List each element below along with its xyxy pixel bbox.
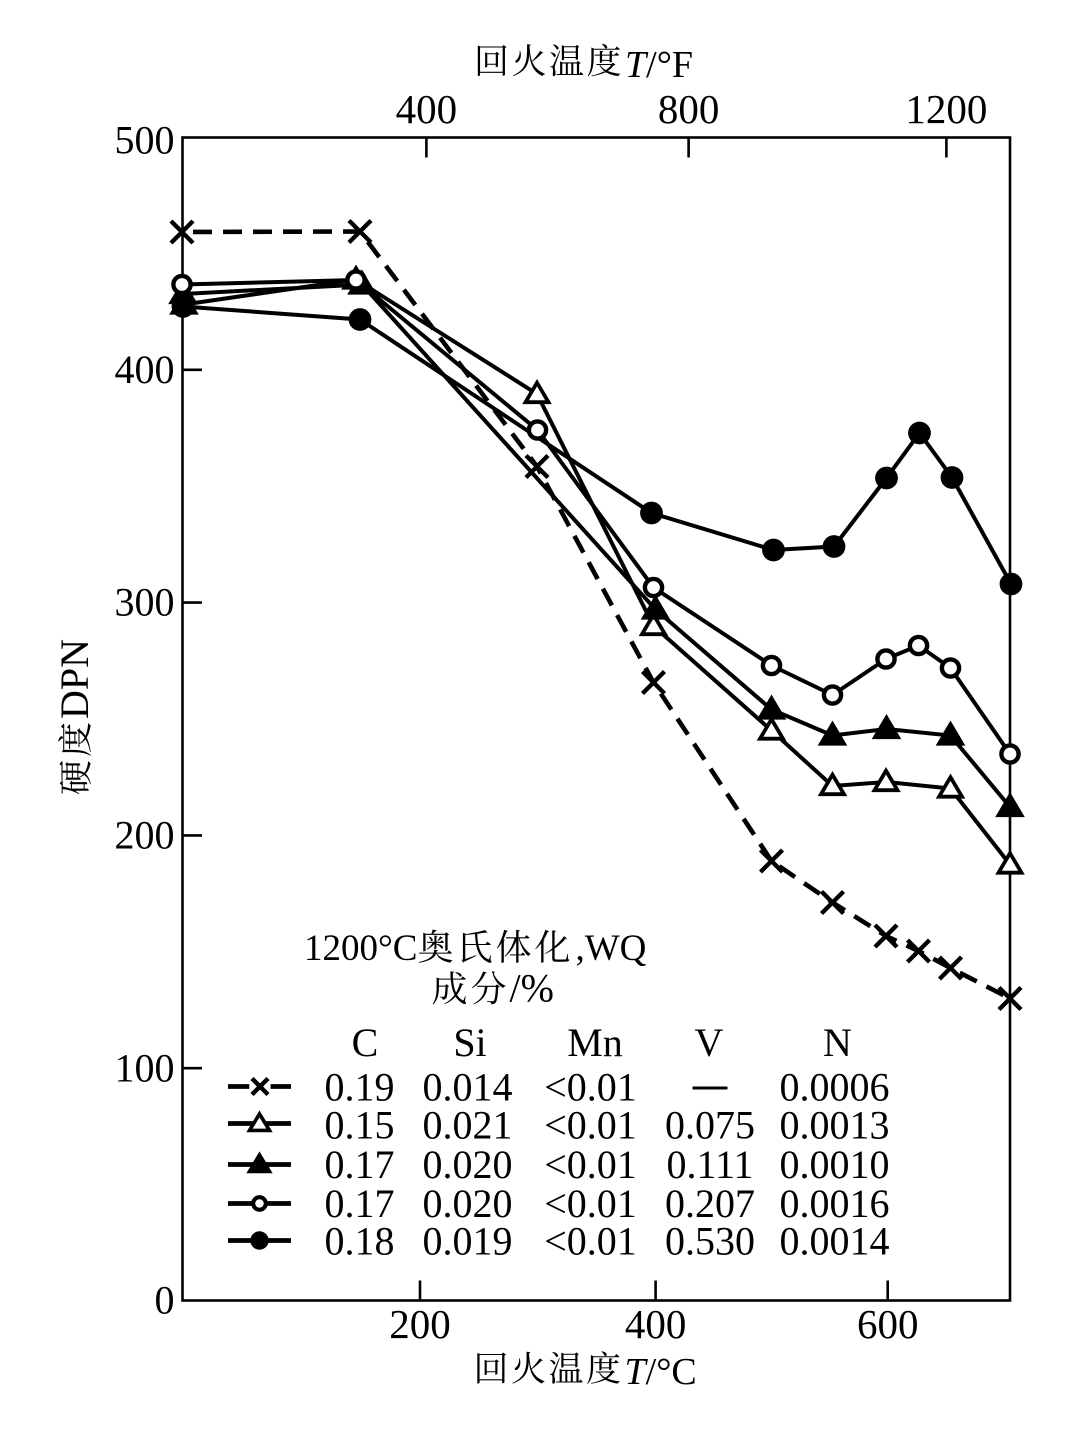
svg-text:200: 200: [115, 813, 175, 858]
svg-text:800: 800: [658, 86, 720, 132]
svg-text:0.530: 0.530: [665, 1219, 755, 1264]
svg-text:0.111: 0.111: [666, 1142, 753, 1187]
svg-text:0.020: 0.020: [423, 1142, 513, 1187]
svg-text:T/°C: T/°C: [625, 1351, 697, 1393]
svg-text:,WQ: ,WQ: [576, 928, 647, 969]
svg-text:0.17: 0.17: [325, 1181, 395, 1226]
svg-text:0.0006: 0.0006: [780, 1065, 890, 1110]
svg-text:200: 200: [389, 1301, 451, 1347]
svg-text:0.0010: 0.0010: [780, 1142, 890, 1187]
svg-text:0.0016: 0.0016: [780, 1181, 890, 1226]
svg-text:1200: 1200: [905, 86, 987, 132]
svg-text:0.014: 0.014: [423, 1065, 513, 1110]
svg-text:1200°C: 1200°C: [304, 928, 417, 969]
svg-text:0.020: 0.020: [423, 1181, 513, 1226]
svg-text:C: C: [352, 1020, 379, 1065]
svg-text:<0.01: <0.01: [544, 1142, 637, 1187]
svg-text:600: 600: [857, 1301, 919, 1347]
svg-text:0.207: 0.207: [665, 1181, 755, 1226]
svg-text:300: 300: [115, 580, 175, 625]
svg-text:0.15: 0.15: [325, 1103, 395, 1148]
svg-text:<0.01: <0.01: [544, 1103, 637, 1148]
svg-text:0.021: 0.021: [423, 1103, 513, 1148]
svg-text:N: N: [823, 1020, 852, 1065]
svg-text:0.0014: 0.0014: [780, 1219, 890, 1264]
svg-text:T/°F: T/°F: [625, 44, 693, 86]
svg-text:0.18: 0.18: [325, 1219, 395, 1264]
svg-text:0.019: 0.019: [423, 1219, 513, 1264]
svg-text:0.075: 0.075: [665, 1103, 755, 1148]
svg-text:0: 0: [155, 1278, 175, 1323]
svg-text:Si: Si: [453, 1020, 486, 1065]
svg-text:0.0013: 0.0013: [780, 1103, 890, 1148]
svg-text:400: 400: [625, 1301, 687, 1347]
svg-text:<0.01: <0.01: [544, 1065, 637, 1110]
svg-text:V: V: [695, 1020, 724, 1065]
svg-text:400: 400: [115, 347, 175, 392]
svg-text:<0.01: <0.01: [544, 1181, 637, 1226]
svg-text:0.17: 0.17: [325, 1142, 395, 1187]
svg-text:<0.01: <0.01: [544, 1219, 637, 1264]
svg-text:400: 400: [396, 86, 458, 132]
svg-text:/%: /%: [510, 966, 554, 1011]
svg-text:500: 500: [115, 117, 175, 162]
svg-text:0.19: 0.19: [325, 1065, 395, 1110]
svg-text:Mn: Mn: [567, 1020, 623, 1065]
svg-text:100: 100: [115, 1045, 175, 1090]
svg-text:DPN: DPN: [52, 639, 97, 719]
